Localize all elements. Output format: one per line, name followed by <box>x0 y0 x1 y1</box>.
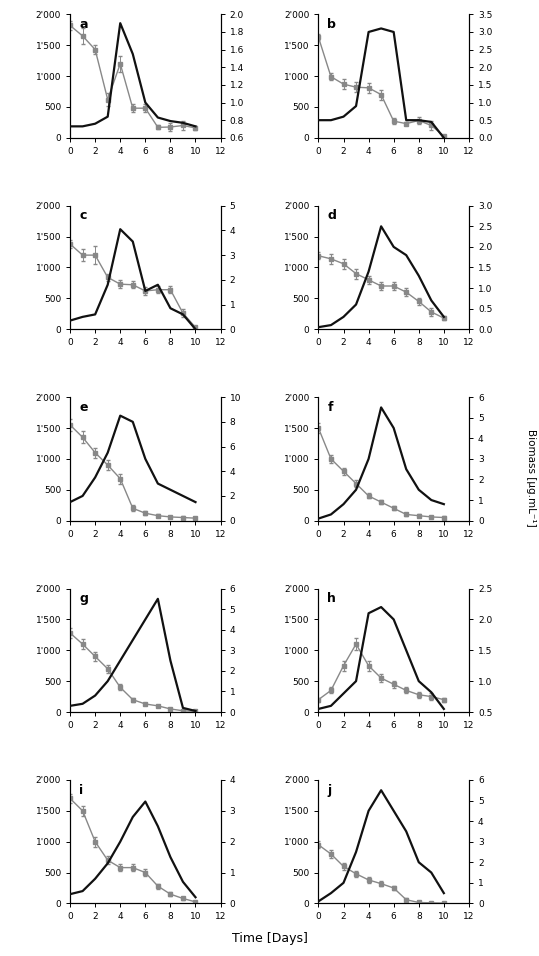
Text: a: a <box>79 18 88 31</box>
Text: f: f <box>328 401 333 414</box>
Text: Time [Days]: Time [Days] <box>232 931 307 945</box>
Text: d: d <box>328 209 336 223</box>
Text: j: j <box>328 784 331 796</box>
Text: e: e <box>79 401 88 414</box>
Text: b: b <box>328 18 336 31</box>
Text: c: c <box>79 209 86 223</box>
Text: h: h <box>328 592 336 605</box>
Text: i: i <box>79 784 83 796</box>
Text: g: g <box>79 592 88 605</box>
Text: Biomass [μg.mL⁻¹]: Biomass [μg.mL⁻¹] <box>526 429 536 527</box>
